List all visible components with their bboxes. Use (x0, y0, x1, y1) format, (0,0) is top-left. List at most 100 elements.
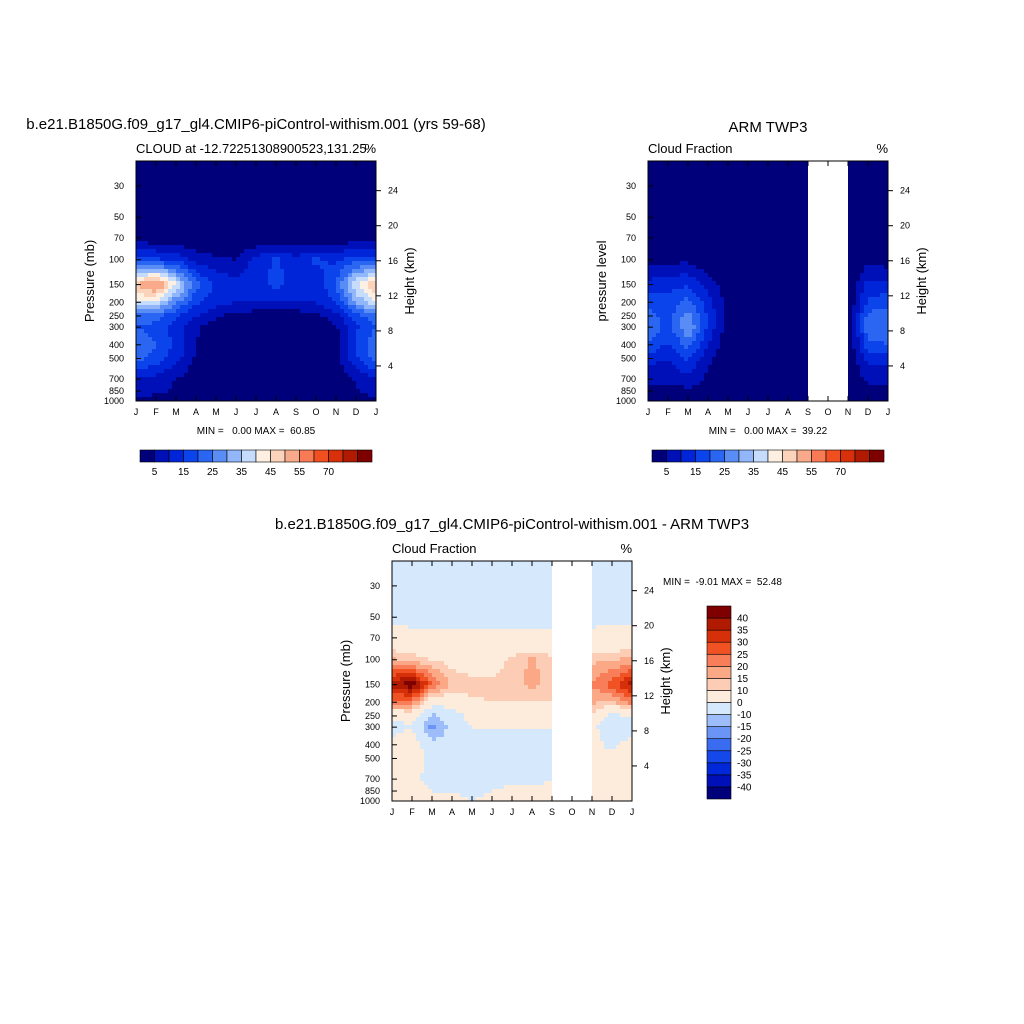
field-cell (228, 177, 233, 182)
field-cell (340, 317, 345, 322)
field-cell (300, 213, 305, 218)
field-cell (368, 257, 373, 262)
field-cell (212, 353, 217, 358)
field-cell (876, 229, 881, 234)
field-cell (704, 193, 709, 198)
field-cell (716, 205, 721, 210)
field-cell (164, 165, 169, 170)
field-cell (672, 229, 677, 234)
field-cell (724, 213, 729, 218)
field-cell (704, 221, 709, 226)
field-cell (248, 369, 253, 374)
field-cell (196, 377, 201, 382)
field-cell (748, 165, 753, 170)
field-cell (224, 201, 229, 206)
field-cell (192, 245, 197, 250)
field-cell (804, 209, 809, 214)
field-cell (240, 237, 245, 242)
field-cell (140, 357, 145, 362)
field-cell (188, 213, 193, 218)
field-cell (856, 217, 861, 222)
field-cell (760, 217, 765, 222)
field-cell (216, 197, 221, 202)
field-cell (292, 373, 297, 378)
field-cell (312, 297, 317, 302)
field-cell (240, 209, 245, 214)
field-cell (136, 393, 141, 398)
field-cell (744, 181, 749, 186)
field-cell (280, 273, 285, 278)
field-cell (156, 357, 161, 362)
field-cell (372, 265, 376, 270)
field-cell (220, 225, 225, 230)
field-cell (140, 173, 145, 178)
field-cell (244, 333, 249, 338)
field-cell (204, 193, 209, 198)
field-cell (256, 373, 261, 378)
field-cell (212, 381, 217, 386)
field-cell (156, 265, 161, 270)
field-cell (364, 361, 369, 366)
y-tick-label: 400 (109, 340, 124, 350)
field-cell (736, 161, 741, 166)
field-cell (344, 225, 349, 230)
field-cell (280, 369, 285, 374)
field-cell (308, 377, 313, 382)
field-cell (180, 329, 185, 334)
field-cell (152, 297, 157, 302)
field-cell (308, 293, 313, 298)
field-cell (332, 253, 337, 258)
field-cell (264, 241, 269, 246)
field-cell (344, 173, 349, 178)
field-cell (360, 205, 365, 210)
field-cell (232, 353, 237, 358)
field-cell (232, 193, 237, 198)
field-cell (312, 337, 317, 342)
field-cell (304, 305, 309, 310)
field-cell (232, 229, 237, 234)
field-cell (184, 209, 189, 214)
field-cell (304, 253, 309, 258)
field-cell (220, 177, 225, 182)
field-cell (236, 209, 241, 214)
field-cell (180, 217, 185, 222)
field-cell (208, 197, 213, 202)
field-cell (732, 241, 737, 246)
field-cell (200, 357, 205, 362)
field-cell (164, 317, 169, 322)
field-cell (868, 165, 873, 170)
field-cell (716, 225, 721, 230)
field-cell (304, 197, 309, 202)
colorbar-label: 55 (294, 467, 306, 478)
field-cell (244, 397, 249, 401)
field-cell (344, 369, 349, 374)
field-cell (248, 173, 253, 178)
field-cell (352, 221, 357, 226)
field-cell (196, 185, 201, 190)
field-cell (168, 297, 173, 302)
field-cell (268, 337, 273, 342)
field-cell (292, 365, 297, 370)
field-cell (332, 329, 337, 334)
field-cell (160, 277, 165, 282)
field-cell (360, 233, 365, 238)
field-cell (788, 213, 793, 218)
field-cell (668, 201, 673, 206)
field-cell (328, 205, 333, 210)
field-cell (296, 185, 301, 190)
panel-model-plot (136, 161, 376, 401)
field-cell (180, 377, 185, 382)
field-cell (776, 165, 781, 170)
field-cell (264, 393, 269, 398)
field-cell (748, 161, 753, 166)
field-cell (276, 321, 281, 326)
field-cell (220, 341, 225, 346)
field-cell (152, 389, 157, 394)
field-cell (240, 305, 245, 310)
field-cell (268, 381, 273, 386)
field-cell (176, 205, 181, 210)
field-cell (284, 273, 289, 278)
field-cell (184, 193, 189, 198)
field-cell (152, 177, 157, 182)
field-cell (856, 221, 861, 226)
